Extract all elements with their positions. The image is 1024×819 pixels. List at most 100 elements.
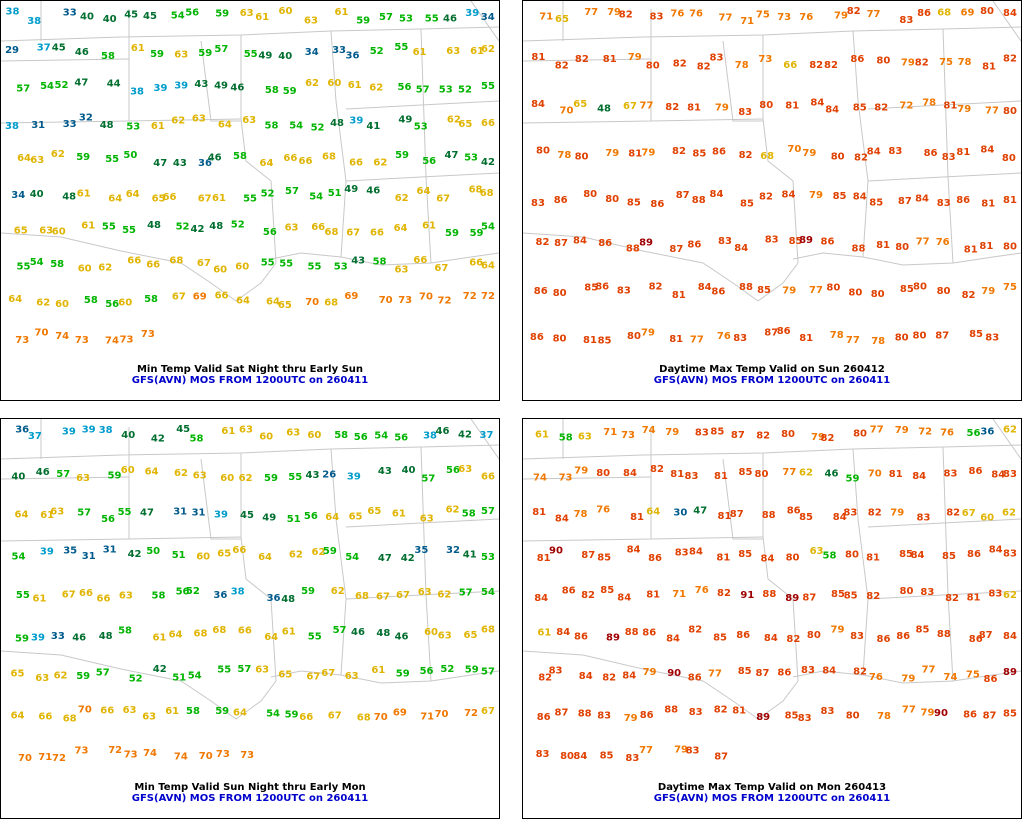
station-temp-label: 40 (11, 472, 25, 483)
station-temp-label: 89 (785, 593, 799, 604)
station-temp-label: 64 (646, 507, 660, 518)
station-temp-label: 74 (642, 425, 656, 436)
station-temp-label: 37 (28, 431, 42, 442)
station-temp-label: 83 (597, 711, 611, 722)
station-temp-label: 52 (370, 46, 384, 57)
station-temp-label: 56 (446, 465, 460, 476)
station-temp-label: 81 (979, 241, 993, 252)
station-temp-label: 66 (146, 259, 160, 270)
station-temp-label: 48 (147, 220, 161, 231)
station-temp-label: 66 (38, 711, 52, 722)
station-temp-label: 83 (710, 52, 724, 63)
station-temp-label: 53 (414, 121, 428, 132)
station-temp-label: 82 (536, 237, 550, 248)
station-temp-label: 75 (1003, 282, 1017, 293)
station-temp-label: 84 (1003, 631, 1017, 642)
station-temp-label: 81 (646, 590, 660, 601)
station-temp-label: 58 (84, 295, 98, 306)
station-temp-label: 55 (279, 258, 293, 269)
station-temp-label: 82 (581, 590, 595, 601)
station-temp-label: 87 (730, 509, 744, 520)
station-temp-label: 86 (896, 631, 910, 642)
station-temp-label: 35 (414, 545, 428, 556)
station-temp-label: 80 (846, 710, 860, 721)
station-temp-label: 84 (666, 634, 680, 645)
station-temp-label: 87 (669, 244, 683, 255)
station-temp-label: 79 (574, 466, 588, 477)
station-temp-label: 82 (1003, 53, 1017, 64)
station-temp-label: 39 (40, 546, 54, 557)
station-temp-label: 56 (105, 299, 119, 310)
station-temp-label: 80 (895, 242, 909, 253)
station-temp-label: 81 (537, 553, 551, 564)
station-temp-label: 39 (174, 80, 188, 91)
station-temp-label: 63 (242, 115, 256, 126)
station-temp-label: 63 (285, 223, 299, 234)
station-temp-label: 77 (922, 664, 936, 675)
station-temp-label: 65 (278, 300, 292, 311)
station-temp-label: 36 (198, 158, 212, 169)
station-temp-label: 55 (394, 42, 408, 53)
station-temp-label: 85 (916, 624, 930, 635)
station-temp-label: 77 (690, 334, 704, 345)
station-temp-label: 60 (213, 265, 227, 276)
station-temp-label: 67 (962, 508, 976, 519)
station-temp-label: 57 (481, 506, 495, 517)
min-temp-map-sat-night: 38 38 33 40 40 45 45 54 56 59 63 61 60 63 61 59 57 53 55 46… (0, 0, 500, 401)
station-temp-label: 66 (283, 153, 297, 164)
station-temp-label: 39 (31, 632, 45, 643)
station-temp-label: 33 (63, 119, 77, 130)
station-temp-label: 86 (554, 195, 568, 206)
station-temp-label: 76 (689, 9, 703, 20)
station-temp-label: 79 (607, 7, 621, 18)
station-temp-label: 39 (465, 8, 479, 19)
station-temp-label: 57 (96, 667, 110, 678)
station-temp-label: 80 (895, 333, 909, 344)
station-temp-label: 83 (985, 333, 999, 344)
station-temp-label: 68 (212, 625, 226, 636)
station-temp-label: 82 (809, 60, 823, 71)
station-temp-label: 57 (379, 12, 393, 23)
station-temp-label: 65 (11, 669, 25, 680)
state-boundary (523, 650, 759, 720)
station-temp-label: 83 (821, 706, 835, 717)
station-temp-label: 80 (871, 289, 885, 300)
station-temp-label: 74 (55, 331, 69, 342)
station-temp-label: 81 (714, 471, 728, 482)
station-temp-label: 81 (981, 198, 995, 209)
station-temp-label: 82 (866, 591, 880, 602)
station-temp-label: 61 (212, 193, 226, 204)
station-temp-label: 80 (755, 469, 769, 480)
station-temp-label: 61 (348, 80, 362, 91)
station-temp-label: 67 (198, 194, 212, 205)
station-temp-label: 76 (695, 585, 709, 596)
station-temp-label: 45 (124, 9, 138, 20)
state-boundary (867, 172, 1021, 182)
state-boundary (523, 58, 652, 62)
station-temp-label: 82 (853, 667, 867, 678)
station-temp-label: 45 (176, 424, 190, 435)
station-temp-label: 84 (734, 243, 748, 254)
station-temp-label: 78 (958, 57, 972, 68)
station-temp-label: 45 (240, 510, 254, 521)
station-temp-label: 38 (130, 87, 144, 98)
station-temp-label: 86 (969, 466, 983, 477)
station-temp-label: 73 (559, 473, 573, 484)
station-temp-label: 69 (393, 708, 407, 719)
station-temp-label: 62 (312, 547, 326, 558)
state-boundary (345, 518, 499, 528)
station-temp-label: 70 (435, 709, 449, 720)
station-temp-label: 83 (617, 285, 631, 296)
station-temp-label: 57 (481, 666, 495, 677)
station-temp-label: 61 (165, 706, 179, 717)
station-temp-label: 54 (266, 708, 280, 719)
state-boundary (200, 40, 241, 122)
station-temp-label: 61 (81, 221, 95, 232)
station-temp-label: 83 (738, 107, 752, 118)
station-temp-label: 89 (606, 633, 620, 644)
station-temp-label: 63 (438, 630, 452, 641)
station-temp-label: 79 (831, 625, 845, 636)
station-temp-label: 67 (346, 228, 360, 239)
station-temp-label: 56 (967, 428, 981, 439)
station-temp-label: 83 (917, 512, 931, 523)
